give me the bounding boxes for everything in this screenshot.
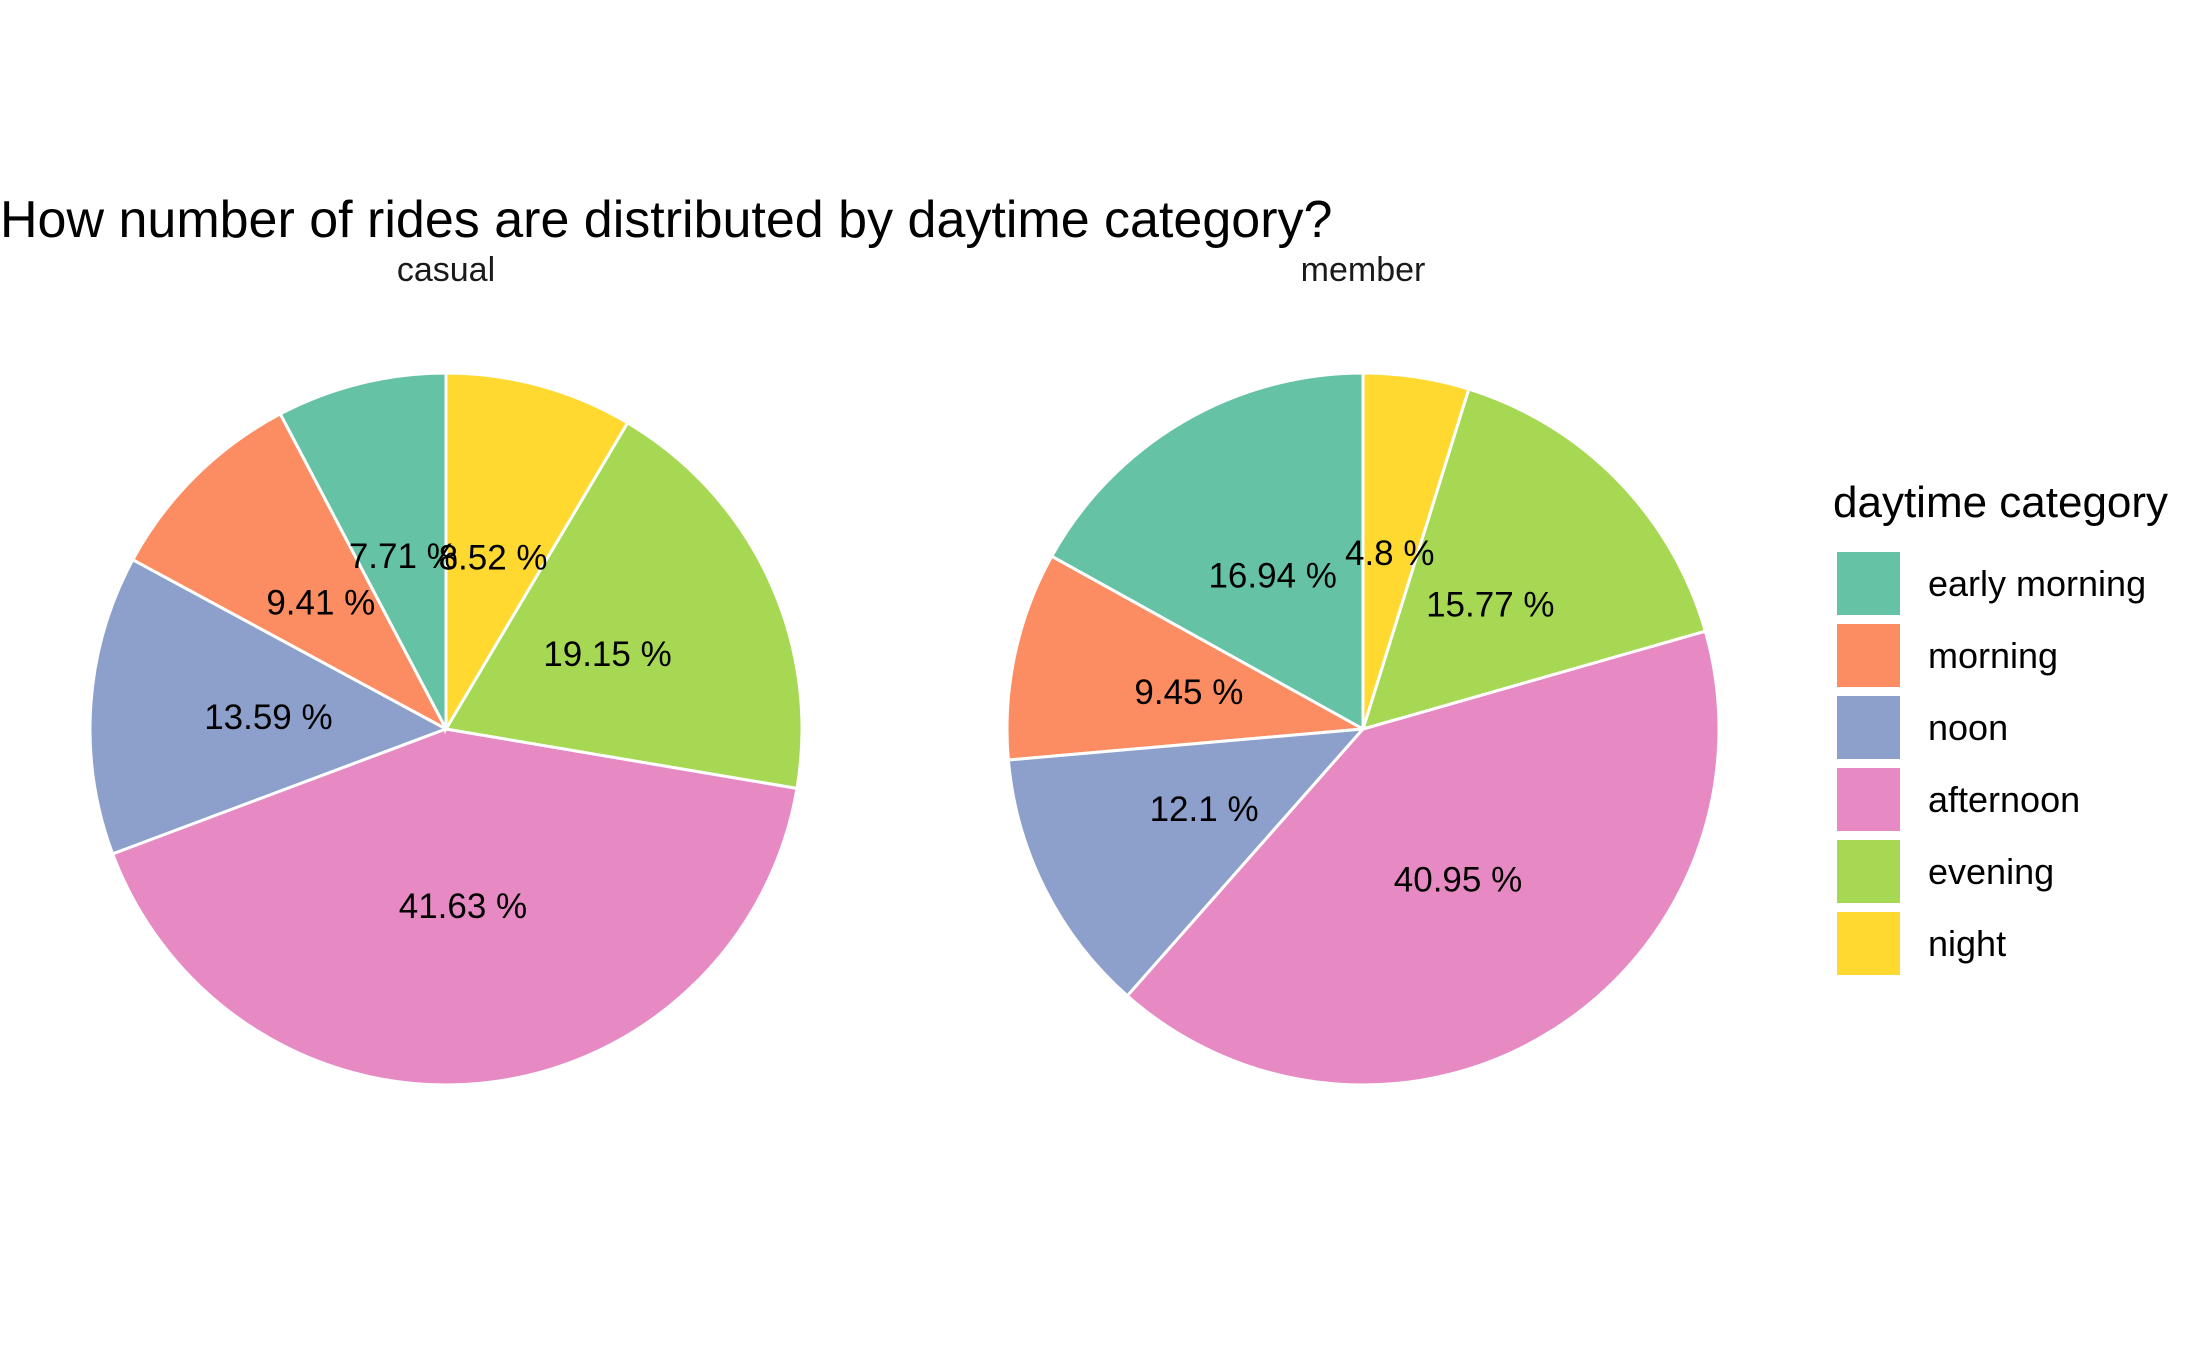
legend-label-early-morning: early morning: [1928, 563, 2146, 604]
legend-label-night: night: [1928, 923, 2006, 964]
pie-casual: [88, 371, 804, 1087]
legend: daytime category early morning morning noo…: [1833, 478, 2168, 975]
slice-member-night: [1361, 371, 1471, 730]
legend-swatch-afternoon: [1837, 768, 1900, 831]
slice-label-casual-night: 8.52 %: [439, 538, 548, 577]
slice-casual-early-morning: [278, 371, 448, 730]
legend-swatch-morning: [1837, 624, 1900, 687]
slice-member-afternoon: [1125, 629, 1721, 1087]
slice-label-casual-early-morning: 7.71 %: [349, 537, 458, 576]
legend-label-afternoon: afternoon: [1928, 779, 2080, 820]
slice-member-noon: [1006, 727, 1367, 998]
legend-swatch-night: [1837, 912, 1900, 975]
slice-member-evening: [1360, 387, 1708, 732]
chart-title: How number of rides are distributed by d…: [0, 191, 1332, 249]
slice-label-member-evening: 15.77 %: [1426, 586, 1554, 625]
legend-label-noon: noon: [1928, 707, 2008, 748]
slice-label-member-afternoon: 40.95 %: [1394, 861, 1522, 900]
slice-label-member-noon: 12.1 %: [1150, 790, 1259, 829]
slice-label-casual-noon: 13.59 %: [204, 698, 332, 737]
slice-member-early-morning: [1049, 371, 1365, 732]
legend-label-evening: evening: [1928, 851, 2054, 892]
slice-casual-night: [444, 371, 630, 735]
legend-swatch-evening: [1837, 840, 1900, 903]
slice-label-casual-morning: 9.41 %: [266, 583, 375, 622]
pie-labels-member: 16.94 % 9.45 % 12.1 % 40.95 % 15.77 % 4.8 %: [1134, 534, 1554, 900]
legend-label-morning: morning: [1928, 635, 2058, 676]
panel-title-casual: casual: [397, 251, 495, 289]
slice-casual-morning: [130, 411, 450, 733]
pie-member: [1005, 371, 1721, 1087]
panel-casual: casual 7.71 % 9.41 % 13.59 % 41.63 % 19.15 %…: [88, 251, 804, 1087]
slice-member-morning: [1005, 554, 1369, 762]
slice-label-member-morning: 9.45 %: [1134, 673, 1243, 712]
pie-labels-casual: 7.71 % 9.41 % 13.59 % 41.63 % 19.15 % 8.52 %: [204, 537, 672, 926]
panel-member: member 16.94 % 9.45 % 12.1 % 40.95 % 15.77 %…: [1005, 251, 1721, 1087]
slice-casual-noon: [88, 557, 450, 856]
legend-title: daytime category: [1833, 478, 2168, 527]
legend-items: early morning morning noon afternoon evening…: [1837, 552, 2146, 975]
slice-casual-evening: [443, 420, 804, 791]
panel-title-member: member: [1301, 251, 1426, 289]
slice-label-casual-evening: 19.15 %: [543, 635, 671, 674]
legend-swatch-early-morning: [1837, 552, 1900, 615]
slice-label-casual-afternoon: 41.63 %: [399, 887, 527, 926]
slice-casual-afternoon: [110, 727, 799, 1087]
legend-swatch-noon: [1837, 696, 1900, 759]
slice-label-member-early-morning: 16.94 %: [1208, 557, 1336, 596]
slice-label-member-night: 4.8 %: [1345, 534, 1435, 573]
